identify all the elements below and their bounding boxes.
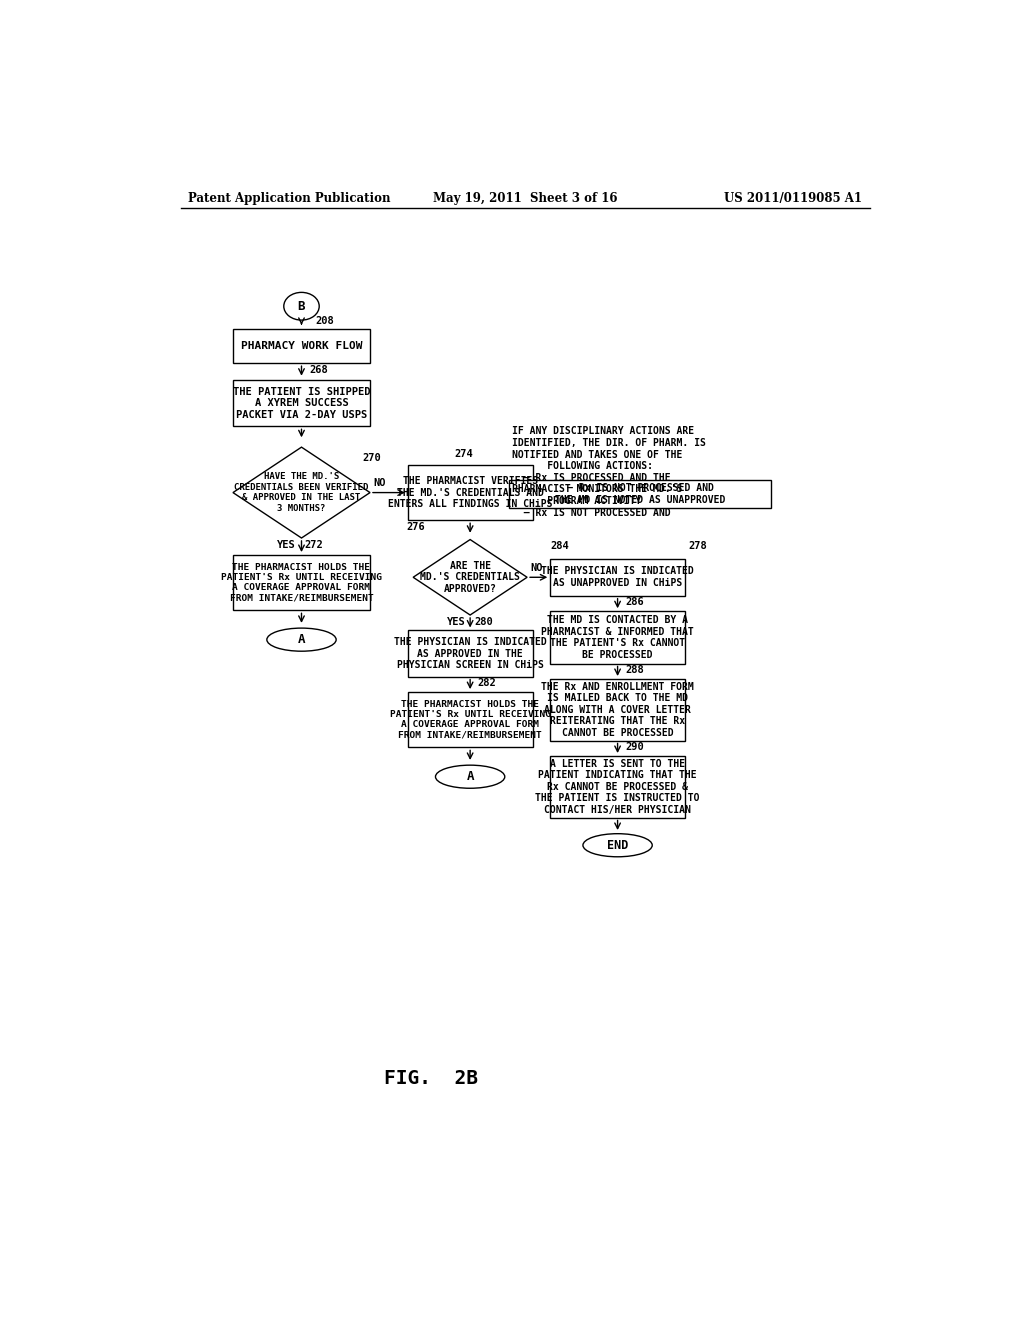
Text: PHARMACY WORK FLOW: PHARMACY WORK FLOW [241,342,362,351]
Text: THE PHARMACIST HOLDS THE
PATIENT'S Rx UNTIL RECEIVING
A COVERAGE APPROVAL FORM
F: THE PHARMACIST HOLDS THE PATIENT'S Rx UN… [389,700,551,739]
Text: 274: 274 [455,449,473,459]
Text: THE PHARMACIST HOLDS THE
PATIENT'S Rx UNTIL RECEIVING
A COVERAGE APPROVAL FORM
F: THE PHARMACIST HOLDS THE PATIENT'S Rx UN… [221,562,382,603]
Text: May 19, 2011  Sheet 3 of 16: May 19, 2011 Sheet 3 of 16 [432,191,617,205]
Text: NO: NO [373,478,386,488]
FancyBboxPatch shape [550,558,685,595]
FancyBboxPatch shape [233,554,370,610]
Text: – Rx IS NOT PROCESSED AND
THE MD IS NOTED AS UNAPPROVED: – Rx IS NOT PROCESSED AND THE MD IS NOTE… [555,483,725,506]
FancyBboxPatch shape [233,330,370,363]
Text: THE PHARMACIST VERIFIES
THE MD.'S CREDENTIALS AND
ENTERS ALL FINDINGS IN CHiPS: THE PHARMACIST VERIFIES THE MD.'S CREDEN… [388,477,552,510]
Text: 208: 208 [315,317,334,326]
Text: YES: YES [447,616,466,627]
Text: END: END [607,838,629,851]
Text: 290: 290 [626,742,644,752]
Text: NO: NO [530,562,543,573]
Text: 278: 278 [689,541,708,552]
Ellipse shape [267,628,336,651]
Text: FIG.  2B: FIG. 2B [384,1069,478,1088]
Text: 272: 272 [304,540,324,550]
Ellipse shape [435,766,505,788]
FancyBboxPatch shape [550,678,685,741]
Polygon shape [233,447,370,539]
Text: Patent Application Publication: Patent Application Publication [188,191,391,205]
Text: ARE THE
MD.'S CREDENTIALS
APPROVED?: ARE THE MD.'S CREDENTIALS APPROVED? [420,561,520,594]
Text: A LETTER IS SENT TO THE
PATIENT INDICATING THAT THE
Rx CANNOT BE PROCESSED &
THE: A LETTER IS SENT TO THE PATIENT INDICATI… [536,759,699,814]
Ellipse shape [284,293,319,321]
Text: THE MD IS CONTACTED BY A
PHARMACIST & INFORMED THAT
THE PATIENT'S Rx CANNOT
BE P: THE MD IS CONTACTED BY A PHARMACIST & IN… [542,615,694,660]
Text: A: A [298,634,305,647]
Text: YES: YES [276,540,296,550]
FancyBboxPatch shape [233,380,370,426]
Text: 284: 284 [550,541,569,552]
Text: 270: 270 [362,453,381,463]
Text: THE Rx AND ENROLLMENT FORM
IS MAILED BACK TO THE MD
ALONG WITH A COVER LETTER
RE: THE Rx AND ENROLLMENT FORM IS MAILED BAC… [542,681,694,738]
Text: HAVE THE MD.'S
CREDENTIALS BEEN VERIFIED
& APPROVED IN THE LAST
3 MONTHS?: HAVE THE MD.'S CREDENTIALS BEEN VERIFIED… [234,473,369,512]
Text: 288: 288 [626,665,644,675]
FancyBboxPatch shape [550,611,685,664]
FancyBboxPatch shape [408,692,532,747]
Text: THE PHYSICIAN IS INDICATED
AS UNAPPROVED IN CHiPS: THE PHYSICIAN IS INDICATED AS UNAPPROVED… [542,566,694,589]
Text: US 2011/0119085 A1: US 2011/0119085 A1 [724,191,862,205]
Text: 286: 286 [626,597,644,607]
Polygon shape [413,540,527,615]
FancyBboxPatch shape [550,756,685,817]
Ellipse shape [583,834,652,857]
FancyBboxPatch shape [509,480,771,508]
Text: IF ANY DISCIPLINARY ACTIONS ARE
IDENTIFIED, THE DIR. OF PHARM. IS
NOTIFIED AND T: IF ANY DISCIPLINARY ACTIONS ARE IDENTIFI… [512,426,707,517]
Text: 280: 280 [474,616,493,627]
Text: 268: 268 [309,364,328,375]
Text: 282: 282 [478,678,497,688]
Text: THE PATIENT IS SHIPPED
A XYREM SUCCESS
PACKET VIA 2-DAY USPS: THE PATIENT IS SHIPPED A XYREM SUCCESS P… [232,387,371,420]
FancyBboxPatch shape [408,465,532,520]
Text: 276: 276 [407,521,425,532]
Text: B: B [298,300,305,313]
Text: A: A [466,770,474,783]
FancyBboxPatch shape [408,631,532,677]
Text: THE PHYSICIAN IS INDICATED
AS APPROVED IN THE
PHYSICIAN SCREEN IN CHiPS: THE PHYSICIAN IS INDICATED AS APPROVED I… [394,638,547,671]
